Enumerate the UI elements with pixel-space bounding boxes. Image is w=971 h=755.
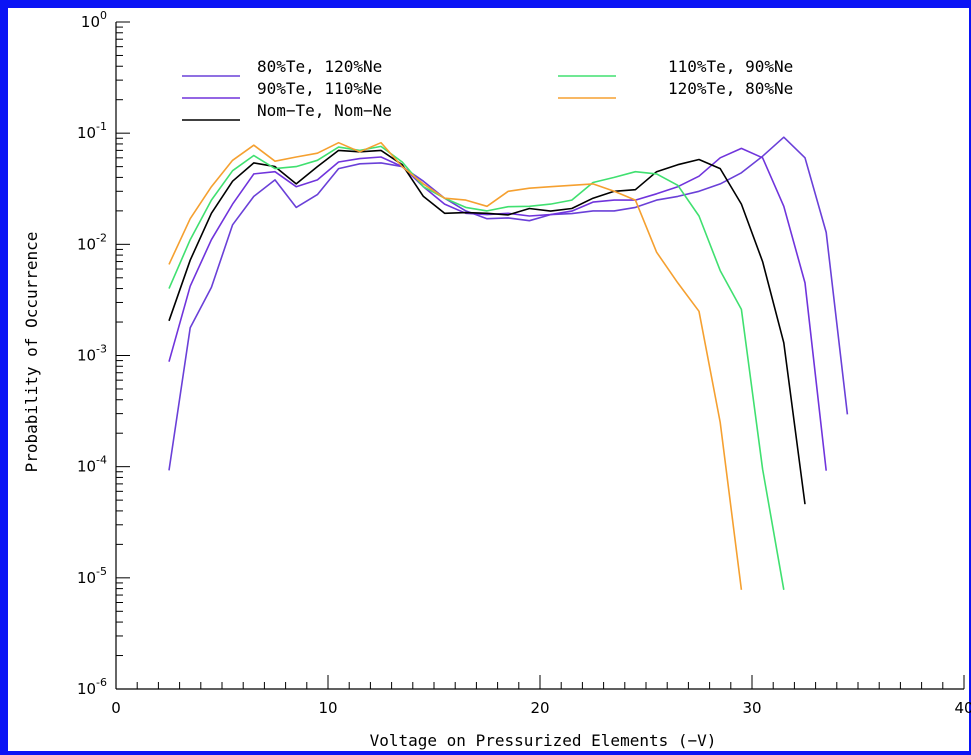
y-tick-label: 100 [81,9,107,31]
y-tick-label-base: 10 [77,124,96,142]
series-line-5 [168,141,743,590]
y-tick-label: 10-3 [77,343,107,365]
y-tick-label: 10-5 [77,565,107,587]
y-tick-label-exponent: 0 [100,9,107,22]
legend-label: Nom−Te, Nom−Ne [257,101,392,120]
x-tick-label: 10 [318,699,337,717]
y-tick-label-base: 10 [77,569,96,587]
y-tick-label-base: 10 [77,235,96,253]
x-tick-label: 40 [954,699,971,717]
x-tick-label: 30 [742,699,761,717]
x-tick-label: 0 [111,699,121,717]
legend-label: 110%Te, 90%Ne [668,57,793,76]
y-tick-label-exponent: -1 [96,120,107,133]
y-tick-label-base: 10 [77,347,96,365]
y-tick-label: 10-1 [77,120,107,142]
x-axis-title: Voltage on Pressurized Elements (−V) [370,731,717,750]
y-tick-label-base: 10 [81,13,100,31]
series-line-3 [168,149,806,505]
y-tick-label-exponent: -4 [96,454,107,467]
y-tick-label-base: 10 [77,680,96,698]
y-tick-label: 10-2 [77,231,107,253]
series-line-4 [168,145,785,590]
y-tick-label-exponent: -5 [96,565,107,578]
legend: 80%Te, 120%Ne 90%Te, 110%Ne Nom−Te, Nom−Ne… [182,57,793,121]
y-tick-label-exponent: -2 [96,231,107,244]
y-tick-label: 10-6 [77,676,107,698]
series-line-1 [168,136,849,471]
y-tick-label-base: 10 [77,458,96,476]
legend-label: 80%Te, 120%Ne [257,57,382,76]
legend-label: 120%Te, 80%Ne [668,79,793,98]
y-tick-label: 10-4 [77,454,107,476]
legend-label: 90%Te, 110%Ne [257,79,382,98]
y-axis-title: Probability of Occurrence [22,232,41,473]
x-tick-label: 20 [530,699,549,717]
series-line-2 [168,147,827,471]
series-lines [168,136,849,590]
y-tick-label-exponent: -3 [96,343,107,356]
y-tick-label-exponent: -6 [96,676,107,689]
